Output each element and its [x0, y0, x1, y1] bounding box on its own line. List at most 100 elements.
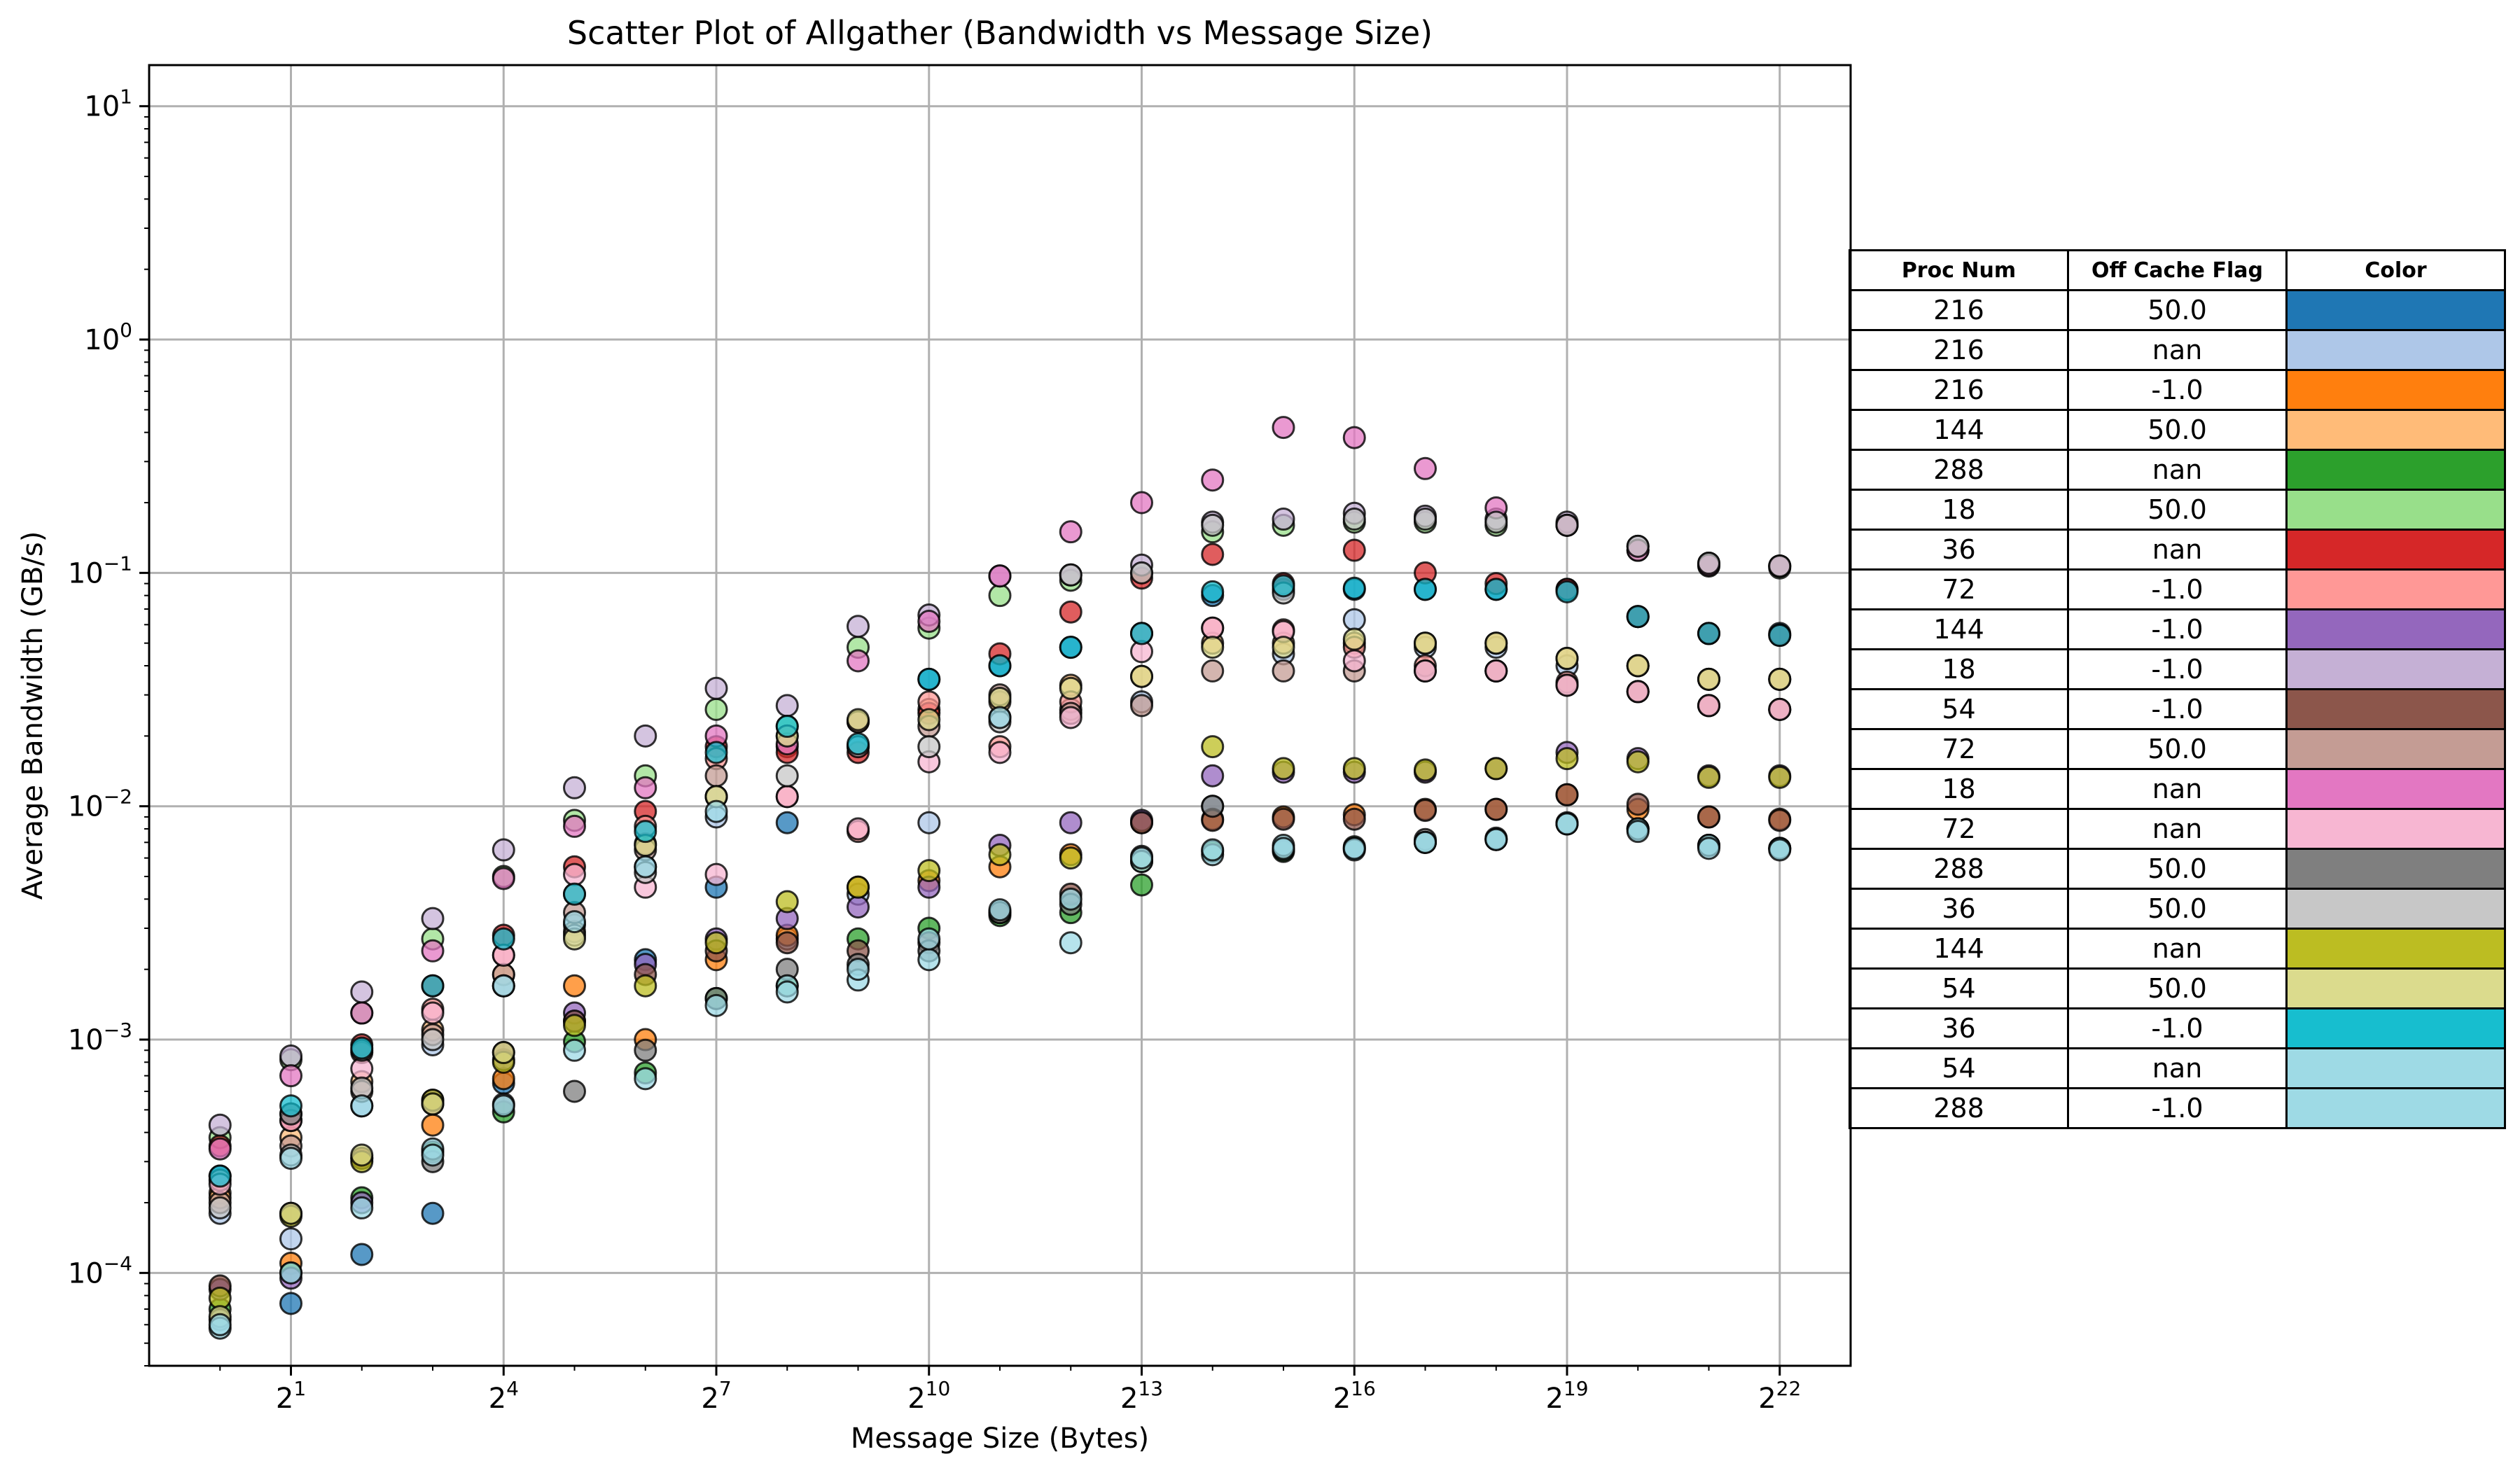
legend-header-color: Color	[2285, 249, 2506, 291]
legend-flag-cell: -1.0	[2067, 568, 2288, 610]
legend-color-swatch	[2285, 369, 2506, 411]
legend-proc-cell: 216	[1849, 369, 2069, 411]
scatter-point	[492, 974, 515, 998]
scatter-point	[847, 895, 870, 919]
scatter-point	[1059, 600, 1083, 624]
scatter-point	[1272, 574, 1295, 598]
scatter-point	[1414, 578, 1437, 601]
scatter-point	[1484, 631, 1508, 655]
scatter-point	[421, 1143, 445, 1167]
scatter-point	[988, 687, 1012, 711]
scatter-point	[1414, 758, 1437, 782]
scatter-point	[279, 1147, 302, 1170]
scatter-point	[1130, 491, 1153, 515]
scatter-point	[1272, 636, 1295, 659]
x-tick-label: 222	[1758, 1377, 1801, 1415]
scatter-point	[1768, 554, 1792, 578]
legend-color-swatch	[2285, 329, 2506, 371]
scatter-point	[1059, 846, 1083, 870]
legend-color-swatch	[2285, 967, 2506, 1009]
scatter-point	[1059, 563, 1083, 587]
legend-color-swatch	[2285, 688, 2506, 730]
scatter-point	[704, 676, 728, 700]
scatter-point	[775, 694, 799, 718]
scatter-point	[1201, 636, 1225, 659]
scatter-point	[492, 838, 515, 862]
scatter-point	[208, 1164, 232, 1188]
scatter-point	[1768, 838, 1792, 862]
scatter-point	[208, 1196, 232, 1219]
legend-row: 18 nan	[1849, 768, 2506, 810]
scatter-point	[1059, 520, 1083, 544]
scatter-point	[1272, 757, 1295, 781]
scatter-point	[492, 1094, 515, 1118]
scatter-point	[1201, 764, 1225, 788]
legend-header-row: Proc Num Off Cache Flag Color	[1849, 249, 2506, 291]
scatter-point	[704, 799, 728, 823]
legend-color-swatch	[2285, 289, 2506, 331]
legend-proc-cell: 216	[1849, 289, 2069, 331]
scatter-point	[1272, 416, 1295, 440]
scatter-point	[917, 610, 941, 634]
scatter-point	[1201, 580, 1225, 603]
legend-row: 216 nan	[1849, 329, 2506, 371]
scatter-point	[208, 1313, 232, 1336]
scatter-point	[1130, 811, 1153, 834]
scatter-point	[988, 898, 1012, 922]
scatter-point	[917, 735, 941, 759]
scatter-point	[847, 958, 870, 981]
scatter-point	[421, 907, 445, 930]
scatter-point	[1342, 426, 1366, 449]
scatter-point	[1059, 887, 1083, 911]
legend-flag-cell: nan	[2067, 529, 2288, 571]
scatter-point	[1626, 654, 1650, 678]
scatter-point	[847, 732, 870, 756]
scatter-point	[1626, 605, 1650, 629]
scatter-point	[634, 855, 657, 879]
scatter-point	[563, 776, 586, 799]
scatter-point	[1414, 508, 1437, 531]
scatter-point	[1626, 792, 1650, 816]
legend-row: 36 nan	[1849, 529, 2506, 571]
x-tick-label: 216	[1333, 1377, 1376, 1415]
scatter-point	[421, 1201, 445, 1225]
legend-color-swatch	[2285, 1047, 2506, 1089]
legend-color-swatch	[2285, 848, 2506, 890]
scatter-point	[988, 706, 1012, 729]
scatter-point	[1201, 795, 1225, 818]
legend-row: 144 nan	[1849, 928, 2506, 970]
legend-header-proc: Proc Num	[1849, 249, 2069, 291]
y-tick-label: 101	[84, 85, 132, 123]
scatter-point	[563, 814, 586, 838]
y-tick-label: 100	[84, 319, 132, 356]
legend-row: 72 50.0	[1849, 728, 2506, 770]
scatter-point	[1697, 805, 1720, 829]
scatter-point	[350, 1196, 374, 1219]
legend-flag-cell: nan	[2067, 768, 2288, 810]
legend-flag-cell: nan	[2067, 928, 2288, 970]
scatter-point	[1342, 608, 1366, 631]
legend-body: 216 50.0 216 nan 216 -1.0 144 50.0 288 nan 18 50.0 3…	[1849, 289, 2506, 1129]
scatter-point	[1555, 647, 1579, 671]
scatter-point	[1272, 807, 1295, 831]
legend-row: 144 -1.0	[1849, 608, 2506, 650]
scatter-point	[847, 817, 870, 841]
scatter-point	[1342, 837, 1366, 860]
legend-color-swatch	[2285, 768, 2506, 810]
scatter-point	[279, 1094, 302, 1118]
scatter-point	[634, 974, 657, 998]
points-layer	[208, 416, 1792, 1340]
scatter-point	[208, 1113, 232, 1137]
scatter-point	[1342, 627, 1366, 651]
scatter-point	[1768, 667, 1792, 691]
scatter-point	[208, 1137, 232, 1161]
scatter-point	[279, 1292, 302, 1315]
scatter-point	[1342, 757, 1366, 781]
scatter-point	[1697, 667, 1720, 691]
legend-flag-cell: 50.0	[2067, 289, 2288, 331]
scatter-point	[1555, 783, 1579, 806]
legend-flag-cell: nan	[2067, 329, 2288, 371]
scatter-point	[350, 1243, 374, 1266]
scatter-point	[847, 649, 870, 673]
scatter-point	[775, 811, 799, 834]
